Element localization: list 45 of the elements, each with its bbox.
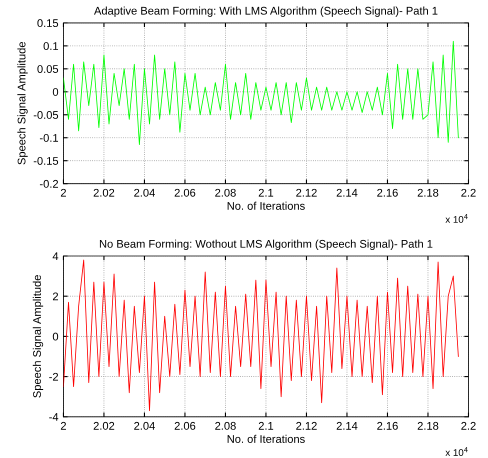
x-tick-label: 2.2 <box>461 422 476 430</box>
x-tick-label: 2.16 <box>377 188 398 197</box>
x-tick-label: 2.16 <box>377 422 398 430</box>
x-tick-label: 2.14 <box>336 188 358 197</box>
x-tick-label: 2.02 <box>94 422 114 430</box>
y-tick-label: 2 <box>52 292 58 300</box>
text: x 10$^{4}$ <box>445 214 468 223</box>
y-tick-label: -4 <box>49 413 58 421</box>
x-tick-label: 2.12 <box>296 422 317 430</box>
x-tick-label: 2.14 <box>336 422 358 430</box>
x-tick-label: 2.06 <box>174 188 196 197</box>
x-tick-label: 2.18 <box>418 422 438 430</box>
y-tick-label: -0.1 <box>40 134 58 142</box>
x-tick-label: 2.04 <box>134 422 155 430</box>
x-tick-label: 2 <box>60 188 66 197</box>
x-tick-label: 2.1 <box>258 422 274 430</box>
x-tick-label: 2 <box>60 422 66 430</box>
text: x 10$^{4}$ <box>445 447 468 456</box>
chart-title: Adaptive Beam Forming: With LMS Algorithm (Speech Signal)- Path 1 <box>94 6 438 17</box>
y-tick-label: 0.1 <box>44 42 58 50</box>
y-tick-label: 0.15 <box>37 19 58 28</box>
x-tick-label: 2.2 <box>461 188 476 197</box>
line-series <box>63 40 459 146</box>
y-tick-label: -0.15 <box>34 156 58 165</box>
y-tick-label: 0 <box>52 332 58 341</box>
x-tick-label: 2.12 <box>296 188 317 197</box>
x-tick-label: 2.06 <box>174 422 196 430</box>
y-axis-title: Speech Signal Amplitude <box>17 42 28 165</box>
y-tick-label: 0.05 <box>37 65 58 73</box>
x-tick-label: 2.04 <box>134 188 155 197</box>
y-tick-label: -2 <box>49 372 58 381</box>
y-tick-label: 0 <box>52 88 58 96</box>
line-series <box>63 260 459 412</box>
y-tick-label: -0.2 <box>40 180 58 188</box>
x-tick-label: 2.02 <box>94 188 114 197</box>
x-axis-title: No. of Iterations <box>228 434 305 443</box>
y-tick-label: -0.05 <box>34 111 58 119</box>
x-tick-label: 2.18 <box>418 188 438 197</box>
x-tick-label: 2.08 <box>215 422 236 430</box>
x-tick-label: 2.08 <box>215 188 236 197</box>
chart-title: No Beam Forming: Wothout LMS Algorithm (Speech Signal)- Path 1 <box>100 240 432 250</box>
y-axis-title: Speech Signal Amplitude <box>32 275 44 398</box>
x-tick-label: 2.1 <box>258 188 274 197</box>
y-tick-label: 4 <box>52 252 58 260</box>
x-axis-title: No. of Iterations <box>228 202 305 210</box>
